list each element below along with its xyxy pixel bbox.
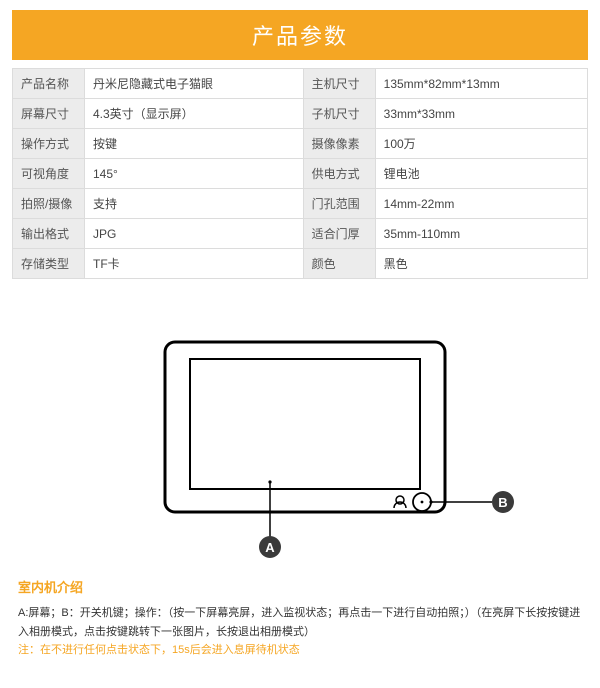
spec-value: 锂电池: [375, 159, 587, 189]
callout-b-label: B: [498, 495, 507, 510]
spec-label: 输出格式: [13, 219, 85, 249]
spec-value: 支持: [85, 189, 304, 219]
spec-label: 门孔范围: [303, 189, 375, 219]
table-row: 操作方式按键摄像像素100万: [13, 129, 588, 159]
spec-value: 35mm-110mm: [375, 219, 587, 249]
callout-b-anchor: [429, 500, 432, 503]
spec-label: 产品名称: [13, 69, 85, 99]
intro-section: 室内机介绍 A:屏幕；B：开关机键；操作：（按一下屏幕亮屏，进入监视状态；再点击…: [18, 577, 582, 660]
spec-value: 33mm*33mm: [375, 99, 587, 129]
spec-label: 颜色: [303, 249, 375, 279]
spec-table: 产品名称丹米尼隐藏式电子猫眼主机尺寸135mm*82mm*13mm屏幕尺寸4.3…: [12, 68, 588, 279]
callout-a-label: A: [265, 540, 275, 555]
spec-value: 4.3英寸（显示屏）: [85, 99, 304, 129]
spec-label: 主机尺寸: [303, 69, 375, 99]
intro-note: 注：在不进行任何点击状态下，15s后会进入息屏待机状态: [18, 641, 582, 660]
device-diagram: A B: [60, 334, 540, 559]
table-row: 可视角度145°供电方式锂电池: [13, 159, 588, 189]
spec-label: 拍照/摄像: [13, 189, 85, 219]
spec-label: 摄像像素: [303, 129, 375, 159]
inner-screen: [190, 359, 420, 489]
spec-value: 145°: [85, 159, 304, 189]
table-row: 拍照/摄像支持门孔范围14mm-22mm: [13, 189, 588, 219]
intro-title: 室内机介绍: [18, 577, 582, 596]
spec-label: 可视角度: [13, 159, 85, 189]
outer-frame: [165, 342, 445, 512]
spec-value: 100万: [375, 129, 587, 159]
spec-value: TF卡: [85, 249, 304, 279]
table-row: 输出格式JPG适合门厚35mm-110mm: [13, 219, 588, 249]
spec-value: 丹米尼隐藏式电子猫眼: [85, 69, 304, 99]
spec-label: 存储类型: [13, 249, 85, 279]
spec-value: JPG: [85, 219, 304, 249]
header-title: 产品参数: [252, 24, 348, 49]
spec-value: 按键: [85, 129, 304, 159]
table-row: 产品名称丹米尼隐藏式电子猫眼主机尺寸135mm*82mm*13mm: [13, 69, 588, 99]
spec-label: 适合门厚: [303, 219, 375, 249]
spec-label: 操作方式: [13, 129, 85, 159]
person-body-icon: [394, 502, 406, 508]
table-row: 屏幕尺寸4.3英寸（显示屏）子机尺寸33mm*33mm: [13, 99, 588, 129]
callout-a-anchor: [268, 480, 271, 483]
spec-label: 子机尺寸: [303, 99, 375, 129]
section-header: 产品参数: [12, 10, 588, 60]
spec-value: 135mm*82mm*13mm: [375, 69, 587, 99]
table-row: 存储类型TF卡颜色黑色: [13, 249, 588, 279]
diagram-container: A B: [0, 334, 600, 559]
spec-label: 屏幕尺寸: [13, 99, 85, 129]
spec-label: 供电方式: [303, 159, 375, 189]
spec-value: 黑色: [375, 249, 587, 279]
spec-value: 14mm-22mm: [375, 189, 587, 219]
intro-text: A:屏幕；B：开关机键；操作：（按一下屏幕亮屏，进入监视状态；再点击一下进行自动…: [18, 604, 582, 641]
button-dot: [421, 501, 424, 504]
